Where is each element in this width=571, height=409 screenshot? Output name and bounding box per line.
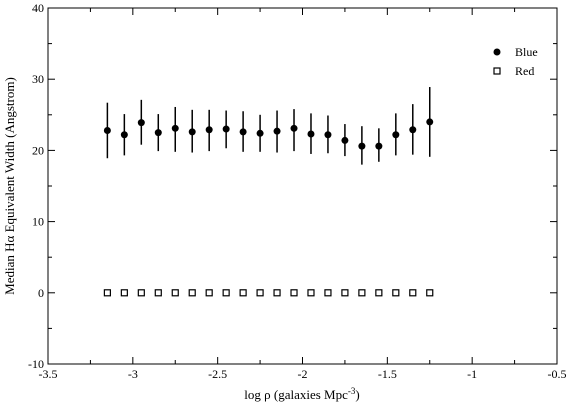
y-tick-label: 10 (32, 215, 44, 229)
legend-red-label: Red (515, 64, 534, 78)
red-point (154, 289, 162, 297)
blue-point (188, 128, 196, 136)
y-axis-label: Median Hα Equivalent Width (Angstrom) (2, 77, 17, 295)
red-point (188, 289, 196, 297)
x-tick-label: -3.5 (39, 367, 58, 381)
axis-ticks (47, 7, 558, 365)
red-point (341, 289, 349, 297)
red-point (239, 289, 247, 297)
blue-point (324, 131, 332, 139)
red-point (273, 289, 281, 297)
x-axis-label: log ρ (galaxies Mpc-3) (244, 386, 359, 402)
blue-point (137, 119, 145, 127)
blue-point (375, 142, 383, 150)
red-point (171, 289, 179, 297)
red-point (324, 289, 332, 297)
blue-point (205, 126, 213, 134)
blue-point (392, 131, 400, 139)
red-point (392, 289, 400, 297)
y-tick-label: 0 (38, 286, 44, 300)
blue-point (273, 127, 281, 135)
blue-point (222, 125, 230, 133)
axis-tick-labels: -3.5 -3 -2.5 -2 -1.5 -1 -0.5 -10 0 10 20 30 40 (28, 1, 567, 381)
blue-point (426, 118, 434, 126)
red-point (205, 289, 213, 297)
red-point (307, 289, 315, 297)
blue-point (103, 126, 111, 134)
red-point (103, 289, 111, 297)
error-bars (106, 87, 431, 165)
legend: Blue Red (493, 45, 538, 78)
x-axis-label-main: log ρ (galaxies Mpc (244, 387, 348, 402)
blue-point (154, 129, 162, 137)
legend-blue-marker (493, 48, 501, 56)
red-point (375, 289, 383, 297)
red-point (120, 289, 128, 297)
x-axis-label-sup: -3 (348, 386, 356, 396)
x-tick-label: -1 (467, 367, 477, 381)
blue-point (171, 124, 179, 132)
red-point (358, 289, 366, 297)
x-tick-label: -2 (298, 367, 308, 381)
red-point (426, 289, 434, 297)
blue-point (120, 131, 128, 139)
y-tick-label: 30 (32, 72, 44, 86)
red-point (222, 289, 230, 297)
blue-point (256, 129, 264, 137)
red-point (256, 289, 264, 297)
x-tick-label: -3 (128, 367, 138, 381)
y-tick-label: -10 (28, 357, 44, 371)
plot-frame (47, 7, 558, 365)
red-point (409, 289, 417, 297)
blue-point (307, 130, 315, 138)
y-tick-label: 20 (32, 143, 44, 157)
blue-point (409, 126, 417, 134)
blue-point (358, 142, 366, 150)
x-tick-label: -0.5 (548, 367, 567, 381)
x-tick-label: -1.5 (378, 367, 397, 381)
legend-blue-label: Blue (515, 45, 538, 59)
data-markers (103, 118, 434, 297)
legend-red-marker (493, 67, 501, 75)
x-tick-label: -2.5 (208, 367, 227, 381)
y-tick-label: 40 (32, 1, 44, 15)
blue-point (341, 136, 349, 144)
red-point (290, 289, 298, 297)
blue-point (239, 128, 247, 136)
x-axis-label-end: ) (355, 387, 359, 402)
blue-point (290, 124, 298, 132)
red-point (137, 289, 145, 297)
